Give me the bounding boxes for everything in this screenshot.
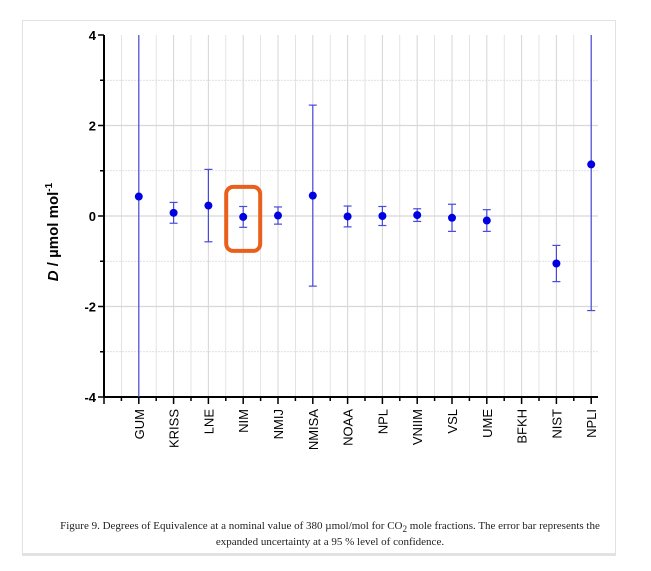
figure-caption: Figure 9. Degrees of Equivalence at a no… <box>60 520 600 549</box>
data-point-npli <box>587 35 596 312</box>
data-marker <box>308 191 317 200</box>
data-marker <box>274 211 282 220</box>
data-point-gum <box>134 35 143 397</box>
data-marker <box>482 216 491 225</box>
data-point-nim <box>239 205 248 228</box>
data-marker <box>378 212 387 220</box>
y-tick-label: -2 <box>84 300 96 315</box>
data-marker <box>343 212 352 221</box>
y-tick-label: 2 <box>89 119 96 134</box>
data-marker <box>169 208 178 217</box>
data-point-ume <box>482 209 491 232</box>
x-tick-label: UME <box>480 409 495 438</box>
data-point-vniim <box>413 208 422 223</box>
data-marker <box>413 211 422 220</box>
data-point-noaa <box>343 205 352 228</box>
x-tick-label: BFKH <box>515 409 530 444</box>
y-tick-label: -4 <box>84 390 96 405</box>
data-point-lne <box>204 168 213 243</box>
x-tick-label: VSL <box>445 409 460 434</box>
data-marker <box>239 212 248 221</box>
data-point-vsl <box>448 203 456 232</box>
x-tick-label: NOAA <box>341 409 356 446</box>
y-axis-label: D / µmol mol-1 <box>44 182 62 281</box>
x-tick-label: NIST <box>549 409 564 439</box>
y-tick-label: 0 <box>89 209 96 224</box>
x-tick-label: NMISA <box>306 409 321 451</box>
data-marker <box>204 201 213 210</box>
x-tick-label: GUM <box>132 409 147 439</box>
data-point-kriss <box>169 201 178 224</box>
x-tick-label: NPL <box>375 409 390 434</box>
data-point-nmij <box>274 206 282 225</box>
x-tick-label: NIM <box>236 409 251 433</box>
data-point-nmisa <box>308 104 317 287</box>
data-marker <box>587 160 596 169</box>
x-tick-label: LNE <box>201 409 216 435</box>
highlight-box <box>224 184 263 253</box>
data-marker <box>552 259 561 268</box>
data-point-npl <box>378 205 387 227</box>
figure-frame <box>22 20 616 556</box>
data-marker <box>448 213 456 222</box>
y-tick-label: 4 <box>89 28 97 43</box>
x-tick-label: KRISS <box>167 409 182 448</box>
data-point-nist <box>552 244 561 283</box>
x-tick-label: NMIJ <box>271 409 286 439</box>
x-tick-label: NPLI <box>584 409 599 438</box>
degrees-of-equivalence-chart: D / µmol mol-1 4 2 0 -2 -4 GUM KRISS LNE NIM NMIJ… <box>44 28 599 451</box>
data-marker <box>134 192 143 201</box>
x-tick-label: VNIIM <box>410 409 425 445</box>
